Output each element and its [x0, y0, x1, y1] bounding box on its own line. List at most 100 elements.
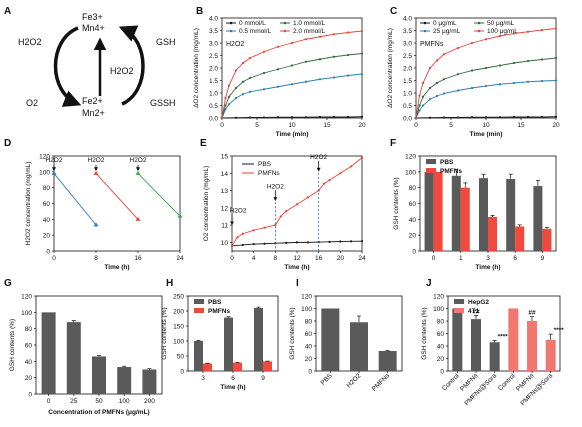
chart-b-point [227, 84, 231, 87]
chart-c-point [554, 79, 558, 82]
chart-c-point [484, 84, 488, 88]
chart-b-point [248, 116, 252, 119]
chart-b-point [360, 72, 364, 76]
chart-j-ytick-label: 20 [437, 356, 445, 363]
chart-h-xlabel: Time (h) [220, 384, 245, 391]
chart-b-point [224, 104, 227, 107]
chart-h-bar [203, 363, 212, 371]
chart-j-xtick-label: Control [497, 372, 517, 392]
chart-j-significance: **** [554, 327, 565, 334]
chart-b-point [234, 69, 238, 72]
chart-b-point [360, 29, 364, 33]
chart-c-point [540, 79, 544, 83]
chart-b-point [248, 56, 252, 60]
chart-j-bar [489, 342, 500, 371]
chart-b-point [220, 116, 224, 120]
chart-c-point [470, 86, 474, 90]
chart-d-annotation: H2O2 [46, 157, 63, 164]
chart-i-ylabel: GSH contents (%) [289, 307, 296, 359]
chart-h-bar [233, 362, 242, 371]
chart-b-ytick-label: 3.5 [209, 28, 218, 35]
chart-d-xtick-label: 16 [134, 255, 142, 262]
chart-b-ytick-label: 4.0 [209, 16, 218, 23]
chart-g-bar [117, 367, 132, 394]
chart-b-legend-label: 1.0 mmol/L [293, 20, 326, 27]
chart-b-point [234, 86, 238, 90]
chart-g-bar [41, 312, 56, 394]
chart-e-annotation: H2O2 [267, 183, 284, 190]
chart-b-ytick-label: 0.5 [209, 103, 218, 110]
chart-c-point [418, 104, 421, 107]
chart-j-ytick-label: 0 [440, 369, 444, 376]
chart-f-bar [424, 171, 434, 251]
chart-c-point [470, 69, 474, 72]
chart-c-point [554, 56, 558, 60]
chart-e-point [263, 242, 266, 245]
chart-e-ytick-label: 15 [221, 154, 229, 161]
chart-b-point [346, 53, 350, 57]
chart-j-bar [527, 321, 537, 371]
chart-c-point [498, 116, 502, 119]
panel-letter-e: E [200, 138, 207, 149]
chart-c-legend-label: 0 μg/mL [433, 20, 457, 27]
chart-b-point [234, 96, 238, 100]
chart-c-point [456, 73, 460, 76]
chart-e-annotation: H2O2 [310, 154, 327, 161]
chart-e-point [241, 243, 244, 247]
chart-b-ytick-label: 2.0 [209, 66, 218, 73]
chart-c-point [498, 83, 502, 86]
chart-c-ytick-label: 1.5 [403, 78, 412, 85]
chart-c-point [498, 34, 502, 38]
chart-e-point [328, 240, 331, 243]
chart-e-xtick-label: 12 [293, 255, 301, 262]
chart-d-ytick-label: 20 [43, 233, 51, 240]
chart-h-ytick-label: 100 [173, 339, 184, 346]
chart-g-xtick-label: 50 [95, 398, 103, 405]
chart-c-point [421, 81, 425, 85]
chart-b-legend-marker [229, 21, 233, 25]
chart-c-point [484, 66, 488, 70]
chart-d-start-marker [51, 170, 57, 175]
chart-j-ytick-label: 40 [437, 344, 445, 351]
chart-j-bar [452, 308, 463, 371]
chart-h-ytick-label: 250 [173, 294, 184, 301]
chart-g-ytick-label: 120 [21, 294, 32, 301]
chart-f-bar [506, 178, 516, 251]
chart-c-panel-label: PMFNs [420, 41, 444, 48]
chart-c-legend-marker [477, 29, 481, 33]
scheme-fe3: Fe3+ [82, 12, 103, 22]
chart-b-point [262, 88, 266, 91]
chart-i-ytick-label: 40 [305, 344, 313, 351]
chart-c-ytick-label: 0.0 [403, 116, 412, 123]
chart-b-point [276, 68, 280, 71]
chart-e-point [360, 240, 364, 243]
chart-g-bar [92, 356, 106, 394]
chart-f-xtick-label: 9 [541, 255, 545, 262]
chart-f: 0 20 40 60 80 100 120 GSH contents (%) Time (h) 0… [393, 154, 557, 271]
chart-d-start-marker [93, 170, 99, 175]
chart-d-series-line [53, 173, 97, 226]
panel-a-scheme: A H2O2 O2 Fe3+ Mn4+ H2O2 Fe2+ Mn2+ GSH G… [4, 6, 176, 118]
chart-e-point [285, 210, 288, 213]
chart-b-point [332, 76, 336, 79]
chart-j-legend-label: HepG2 [468, 299, 489, 306]
chart-e-point [360, 156, 364, 159]
chart-b-point [241, 93, 245, 96]
chart-g-ytick-label: 100 [21, 310, 32, 317]
chart-c-point [554, 115, 558, 118]
chart-e-point [279, 215, 282, 218]
panel-letter-f: F [390, 138, 396, 149]
chart-h-ytick-label: 150 [173, 324, 184, 331]
chart-b-point [304, 38, 308, 41]
chart-f-ytick-label: 120 [405, 154, 416, 161]
chart-d-ylabel: H2O2 concentration (mg/mL) [25, 162, 32, 246]
chart-c-point [498, 64, 502, 67]
chart-c-ytick-label: 4.0 [403, 16, 412, 23]
chart-h-xtick-label: 6 [231, 375, 235, 382]
chart-j-ytick-label: 80 [437, 319, 445, 326]
chart-c-point [442, 116, 446, 119]
chart-e-ytick-label: 10 [221, 240, 229, 247]
chart-i-bar [378, 351, 397, 371]
chart-i: 0 20 40 60 80 100 120 GSH contents (%) PBS H2O2 PM… [289, 294, 403, 393]
scheme-h2o2-center: H2O2 [110, 66, 134, 76]
